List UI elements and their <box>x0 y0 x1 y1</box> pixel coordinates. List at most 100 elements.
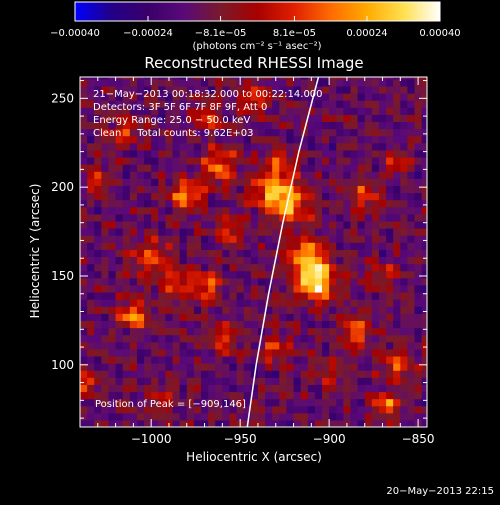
heatmap-cell <box>393 377 401 385</box>
heatmap-cell <box>414 213 423 222</box>
heatmap-cell <box>279 92 288 101</box>
heatmap-cell <box>272 164 280 172</box>
heatmap-cell <box>201 100 209 108</box>
heatmap-cell <box>350 284 359 293</box>
heatmap-cell <box>94 377 102 385</box>
heatmap-cell <box>151 284 159 293</box>
heatmap-cell <box>414 85 423 94</box>
heatmap-cell <box>386 235 394 243</box>
heatmap-cell <box>265 107 273 115</box>
heatmap-cell <box>215 370 223 378</box>
heatmap-cell <box>108 256 117 265</box>
heatmap-cell <box>257 114 266 123</box>
heatmap-cell <box>215 107 223 115</box>
heatmap-cell <box>314 270 323 279</box>
heatmap-cell <box>94 149 102 158</box>
heatmap-cell <box>80 92 88 101</box>
heatmap-cell <box>357 149 366 158</box>
heatmap-cell <box>357 419 366 427</box>
heatmap-cell <box>87 77 95 80</box>
heatmap-cell <box>293 341 302 350</box>
heatmap-cell <box>122 135 131 144</box>
heatmap-cell <box>343 142 352 151</box>
heatmap-cell <box>80 135 88 144</box>
heatmap-cell <box>393 107 401 115</box>
heatmap-cell <box>87 78 95 87</box>
heatmap-cell <box>122 363 131 371</box>
heatmap-cell <box>357 228 366 236</box>
heatmap-cell <box>357 164 366 172</box>
heatmap-cell <box>115 370 124 378</box>
heatmap-cell <box>314 306 323 314</box>
heatmap-cell <box>393 178 401 186</box>
heatmap-cell <box>421 77 427 80</box>
heatmap-cell <box>307 355 316 364</box>
heatmap-cell <box>300 77 309 80</box>
x-tick-label: −850 <box>402 432 435 446</box>
heatmap-cell <box>279 213 288 222</box>
heatmap-cell <box>279 363 288 371</box>
heatmap-cell <box>393 192 401 201</box>
heatmap-cell <box>279 270 288 279</box>
heatmap-cell <box>265 242 273 250</box>
heatmap-cell <box>87 192 95 201</box>
heatmap-cell <box>172 206 181 215</box>
heatmap-cell <box>414 171 423 179</box>
heatmap-cell <box>414 249 423 258</box>
heatmap-cell <box>378 78 387 87</box>
heatmap-cell <box>80 78 88 87</box>
heatmap-cell <box>421 256 427 265</box>
heatmap-cell <box>307 85 316 94</box>
heatmap-cell <box>193 85 202 94</box>
heatmap-cell <box>272 341 280 350</box>
heatmap-cell <box>215 114 223 123</box>
heatmap-cell <box>208 192 216 201</box>
heatmap-cell <box>229 107 238 115</box>
heatmap-cell <box>122 270 131 279</box>
heatmap-cell <box>94 313 102 322</box>
heatmap-cell <box>357 370 366 378</box>
heatmap-cell <box>144 370 152 378</box>
heatmap-cell <box>336 256 344 265</box>
heatmap-cell <box>94 277 102 286</box>
heatmap-cell <box>265 185 273 194</box>
heatmap-cell <box>400 77 409 80</box>
heatmap-cell <box>136 384 145 393</box>
heatmap-cell <box>236 171 245 179</box>
heatmap-cell <box>314 348 323 357</box>
heatmap-cell <box>122 235 131 243</box>
heatmap-cell <box>87 142 95 151</box>
heatmap-cell <box>179 199 188 208</box>
heatmap-cell <box>201 277 209 286</box>
heatmap-cell <box>172 92 181 101</box>
heatmap-cell <box>129 164 138 172</box>
heatmap-cell <box>136 256 145 265</box>
heatmap-cell <box>80 412 88 421</box>
heatmap-cell <box>371 220 380 229</box>
heatmap-cell <box>243 135 252 144</box>
heatmap-cell <box>151 77 159 80</box>
heatmap-cell <box>386 270 394 279</box>
heatmap-cell <box>80 77 88 80</box>
heatmap-cell <box>186 419 195 427</box>
heatmap-cell <box>357 213 366 222</box>
heatmap-cell <box>80 242 88 250</box>
heatmap-cell <box>343 128 352 137</box>
heatmap-cell <box>151 277 159 286</box>
heatmap-cell <box>343 391 352 400</box>
heatmap-cell <box>165 164 174 172</box>
heatmap-cell <box>336 277 344 286</box>
heatmap-cell <box>215 377 223 385</box>
heatmap-cell <box>250 192 259 201</box>
heatmap-cell <box>300 370 309 378</box>
heatmap-cell <box>186 228 195 236</box>
heatmap-cell <box>257 391 266 400</box>
heatmap-cell <box>136 313 145 322</box>
heatmap-cell <box>393 355 401 364</box>
heatmap-cell <box>243 228 252 236</box>
heatmap-cell <box>386 178 394 186</box>
heatmap-cell <box>265 277 273 286</box>
heatmap-cell <box>322 107 330 115</box>
heatmap-cell <box>186 355 195 364</box>
heatmap-cell <box>300 412 309 421</box>
